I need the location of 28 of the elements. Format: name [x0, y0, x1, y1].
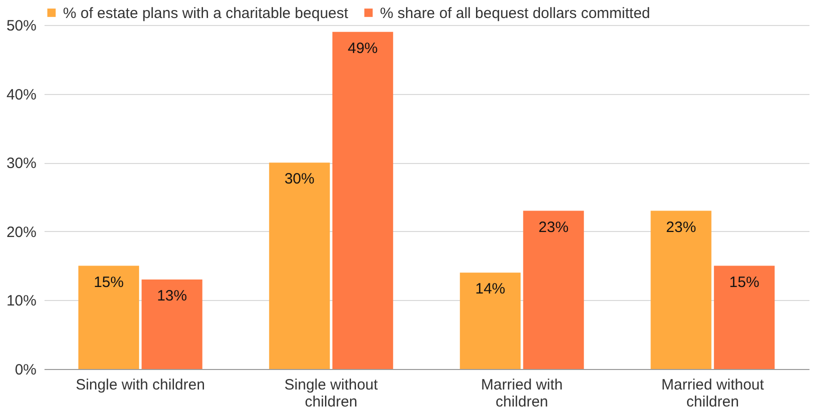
y-tick-label: 30% [6, 155, 36, 172]
bar [714, 266, 775, 369]
data-label: 23% [538, 218, 569, 236]
x-tick-label: Married without children [661, 376, 765, 410]
y-tick-label: 50% [6, 18, 36, 34]
data-label: 15% [94, 274, 124, 291]
bar [332, 32, 394, 369]
data-label: 14% [475, 280, 506, 298]
bar [650, 210, 712, 369]
legend-label: % share of all bequest dollars committed [380, 4, 650, 22]
data-label: 30% [284, 170, 314, 188]
data-label: 23% [666, 218, 696, 236]
y-tick-label: 40% [6, 86, 36, 104]
data-label: 13% [156, 288, 187, 305]
bar [269, 162, 330, 369]
bar [142, 280, 202, 369]
y-tick-label: 20% [6, 224, 36, 241]
data-label: 49% [348, 40, 378, 57]
data-label: 15% [729, 274, 760, 291]
x-tick-label: Single without children [284, 376, 379, 410]
bar [523, 210, 584, 369]
y-tick-label: 10% [6, 292, 36, 310]
legend-label: % of estate plans with a charitable bequest [63, 4, 350, 22]
bar [460, 272, 521, 369]
y-tick-label: 0% [14, 362, 36, 378]
x-tick-label: Single with children [76, 376, 205, 394]
x-tick-label: Married with children [481, 376, 563, 410]
bar [78, 266, 140, 369]
